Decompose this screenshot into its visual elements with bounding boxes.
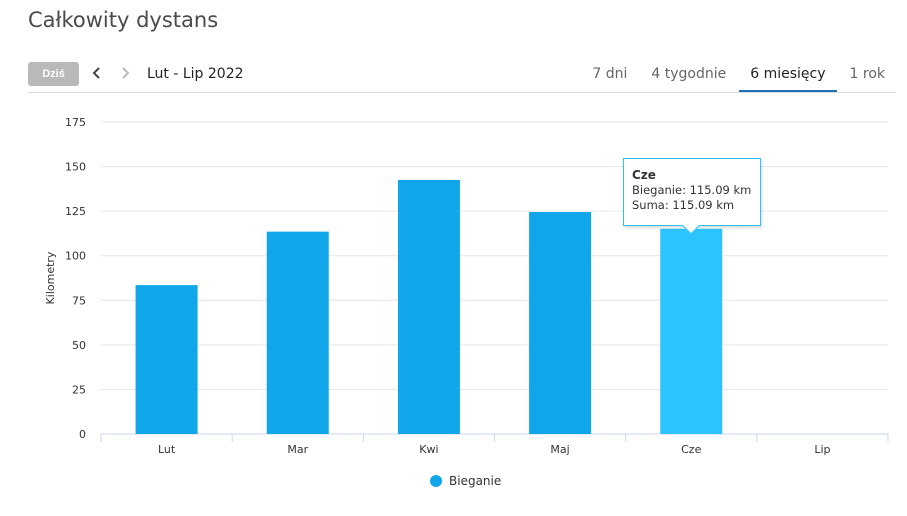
page-title: Całkowity dystans (28, 8, 219, 32)
toolbar: Dziś Lut - Lip 2022 7 dni 4 tygodnie 6 m… (28, 56, 896, 93)
legend-swatch (430, 475, 442, 487)
legend-label: Bieganie (449, 474, 502, 488)
tooltip-line-series: Bieganie: 115.09 km (632, 183, 752, 197)
distance-bar-chart: 0 25 50 75 100 125 150 175 Kilometry Lut Mar Kwi Maj… (44, 116, 889, 456)
bar-mar (266, 231, 329, 434)
x-tick-label: Cze (681, 443, 701, 456)
period-tabs: 7 dni 4 tygodnie 6 miesięcy 1 rok (579, 56, 896, 92)
tab-4-weeks[interactable]: 4 tygodnie (651, 66, 727, 82)
y-tick-label: 125 (65, 205, 86, 218)
y-tick-label: 175 (65, 116, 86, 129)
y-tick-label: 25 (72, 383, 86, 396)
x-tick-label: Lip (814, 443, 830, 456)
tooltip-line-total: Suma: 115.09 km (632, 198, 735, 212)
chevron-left-icon[interactable] (88, 64, 106, 82)
tab-7-days[interactable]: 7 dni (592, 66, 628, 82)
bar-kwi (397, 179, 460, 434)
y-tick-label: 75 (72, 294, 86, 307)
bar-lut (135, 285, 198, 434)
x-tick-label: Kwi (419, 443, 438, 456)
x-tick-label: Maj (550, 443, 569, 456)
date-range-label: Lut - Lip 2022 (147, 66, 244, 82)
y-tick-label: 100 (65, 250, 86, 263)
chevron-right-icon[interactable] (116, 64, 134, 82)
today-button[interactable]: Dziś (28, 62, 79, 86)
x-tick-label: Lut (158, 443, 176, 456)
bar-maj (529, 212, 592, 434)
bar-cze (660, 228, 723, 434)
chart-legend[interactable]: Bieganie (430, 474, 501, 488)
y-axis-title: Kilometry (44, 251, 57, 304)
y-tick-label: 150 (65, 161, 86, 174)
y-tick-label: 50 (72, 339, 86, 352)
tab-1-year[interactable]: 1 rok (849, 66, 885, 82)
chart-tooltip: Cze Bieganie: 115.09 km Suma: 115.09 km (623, 158, 761, 235)
x-tick-label: Mar (287, 443, 308, 456)
tab-6-months[interactable]: 6 miesięcy (739, 56, 837, 92)
tooltip-title: Cze (632, 168, 656, 182)
y-tick-label: 0 (79, 428, 86, 441)
